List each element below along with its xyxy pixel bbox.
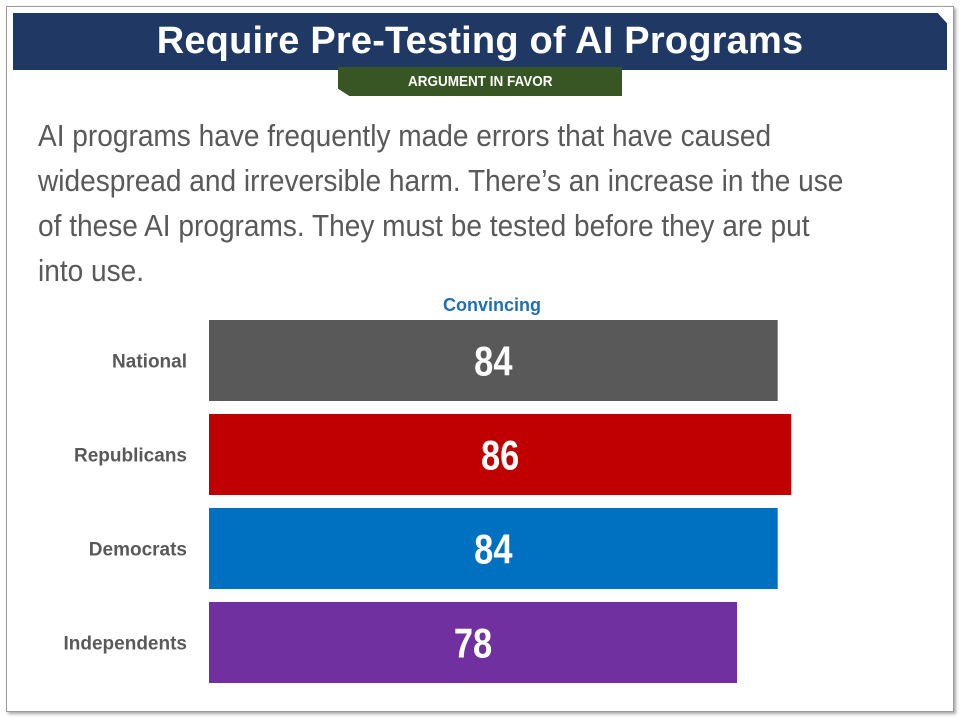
bar-republicans (209, 414, 792, 495)
argument-text: AI programs have frequently made errors … (38, 119, 844, 288)
value-label-democrats: 84 (474, 526, 513, 573)
category-label-independents: Independents (63, 634, 187, 655)
bar-national (209, 320, 778, 401)
category-label-national: National (112, 352, 187, 373)
column-header: Convincing (443, 295, 541, 315)
page-title: Require Pre-Testing of AI Programs (156, 20, 804, 62)
argument-tag: ARGUMENT IN FAVOR (338, 67, 622, 96)
category-label-republicans: Republicans (74, 446, 187, 467)
bar-independents (209, 602, 738, 683)
value-label-independents: 78 (454, 620, 492, 667)
title-bar: Require Pre-Testing of AI Programs (13, 13, 947, 70)
bar-democrats (209, 508, 778, 589)
value-label-republicans: 86 (481, 432, 519, 479)
category-label-democrats: Democrats (89, 540, 187, 561)
argument-tag-label: ARGUMENT IN FAVOR (407, 73, 553, 90)
value-label-national: 84 (474, 338, 513, 385)
